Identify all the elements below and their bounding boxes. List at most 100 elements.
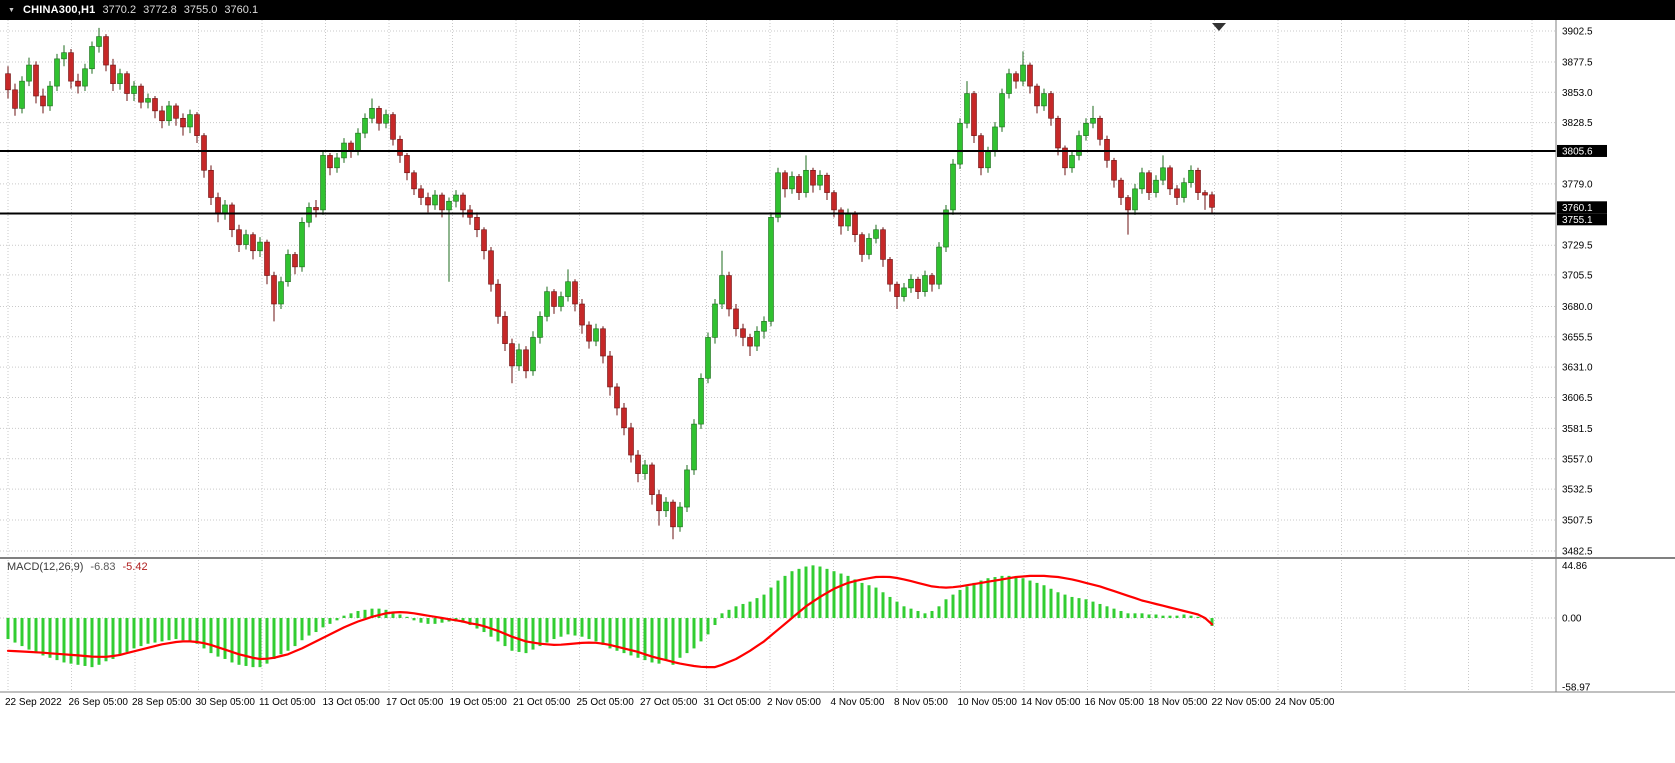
open-value: 3770.2 [102,4,137,16]
price-tag [1557,213,1607,226]
bear-candle [1118,179,1124,198]
bear-candle [621,407,627,429]
bear-candle [110,64,116,84]
time-tick-label: 25 Oct 05:00 [577,697,635,708]
macd-main-value: -6.83 [90,561,116,573]
macd-tick-label: 0.00 [1562,614,1582,625]
symbol-period-label: CHINA300,H1 [22,4,96,16]
bear-candle [404,155,410,174]
bear-candle [614,386,620,409]
macd-indicator-label: MACD(12,26,9) -6.83 -5.42 [7,561,148,573]
time-tick-label: 21 Oct 05:00 [513,697,571,708]
bull-candle [943,209,949,248]
low-value: 3755.0 [183,4,218,16]
bull-candle [719,275,725,305]
bear-candle [180,117,186,128]
bull-candle [754,330,760,347]
macd-signal-value: -5.42 [122,561,148,573]
bear-candle [852,213,858,235]
bull-candle [89,46,95,70]
bull-candle [705,337,711,379]
bear-candle [474,217,480,231]
bear-candle [418,188,424,198]
bull-candle [54,58,60,87]
bull-candle [432,194,438,206]
price-tick-label: 3877.5 [1562,57,1593,68]
bull-candle [355,132,361,151]
time-tick-label: 10 Nov 05:00 [958,697,1018,708]
bull-candle [992,126,998,153]
time-tick-label: 22 Sep 2022 [5,697,62,708]
bull-candle [1006,73,1012,94]
price-tag-label: 3805.6 [1562,146,1593,157]
price-tick-label: 3655.5 [1562,332,1593,343]
price-tick-label: 3779.0 [1562,179,1593,190]
bull-candle [299,221,305,268]
bear-candle [411,172,417,190]
bull-candle [817,174,823,186]
bull-candle [222,204,228,214]
bull-candle [936,246,942,285]
bear-candle [264,241,270,276]
bear-candle [1202,192,1208,196]
bull-candle [131,85,137,94]
time-tick-label: 24 Nov 05:00 [1275,697,1335,708]
bull-candle [866,238,872,255]
bear-candle [894,283,900,297]
bear-candle [810,169,816,186]
bull-candle [257,241,263,252]
symbol-dropdown-triangle-icon[interactable]: ▼ [8,6,15,14]
price-tick-label: 3532.5 [1562,485,1593,496]
bull-candle [19,80,25,109]
price-tag-label: 3755.1 [1562,215,1593,226]
bear-candle [327,155,333,169]
high-value: 3772.8 [143,4,177,16]
candlestick-series [5,27,1215,540]
bull-candle [1188,169,1194,183]
close-value: 3760.1 [224,4,259,16]
bear-candle [292,254,298,268]
bear-candle [880,229,886,260]
bull-candle [957,122,963,165]
time-tick-label: 2 Nov 05:00 [767,697,821,708]
price-tick-label: 3680.0 [1562,302,1593,313]
time-tick-label: 28 Sep 05:00 [132,697,192,708]
bear-candle [229,204,235,231]
bull-candle [761,321,767,332]
time-tick-label: 22 Nov 05:00 [1212,697,1272,708]
time-tick-label: 17 Oct 05:00 [386,697,444,708]
bear-candle [586,324,592,342]
bull-candle [243,234,249,245]
bull-candle [516,349,522,367]
bear-candle [250,234,256,252]
bull-candle [1181,182,1187,198]
bull-candle [789,176,795,190]
bear-candle [236,229,242,245]
bull-candle [768,217,774,322]
bull-candle [593,328,599,342]
price-tick-label: 3705.5 [1562,270,1593,281]
bull-candle [1076,135,1082,156]
bull-candle [1139,172,1145,190]
bull-candle [320,155,326,211]
bull-candle [950,163,956,211]
bear-candle [40,95,46,107]
bull-candle [1160,167,1166,181]
bull-candle [908,278,914,289]
bull-candle [901,287,907,297]
price-tag [1557,144,1607,157]
bull-candle [362,117,368,134]
bull-candle [1083,122,1089,136]
chart-shift-marker-icon[interactable] [1212,23,1226,31]
bear-candle [348,142,354,151]
bear-candle [1062,147,1068,169]
bull-candle [775,172,781,218]
bear-candle [887,259,893,285]
bear-candle [628,427,634,456]
bear-candle [838,209,844,227]
bear-candle [425,197,431,206]
bear-candle [138,85,144,103]
bear-candle [796,176,802,193]
